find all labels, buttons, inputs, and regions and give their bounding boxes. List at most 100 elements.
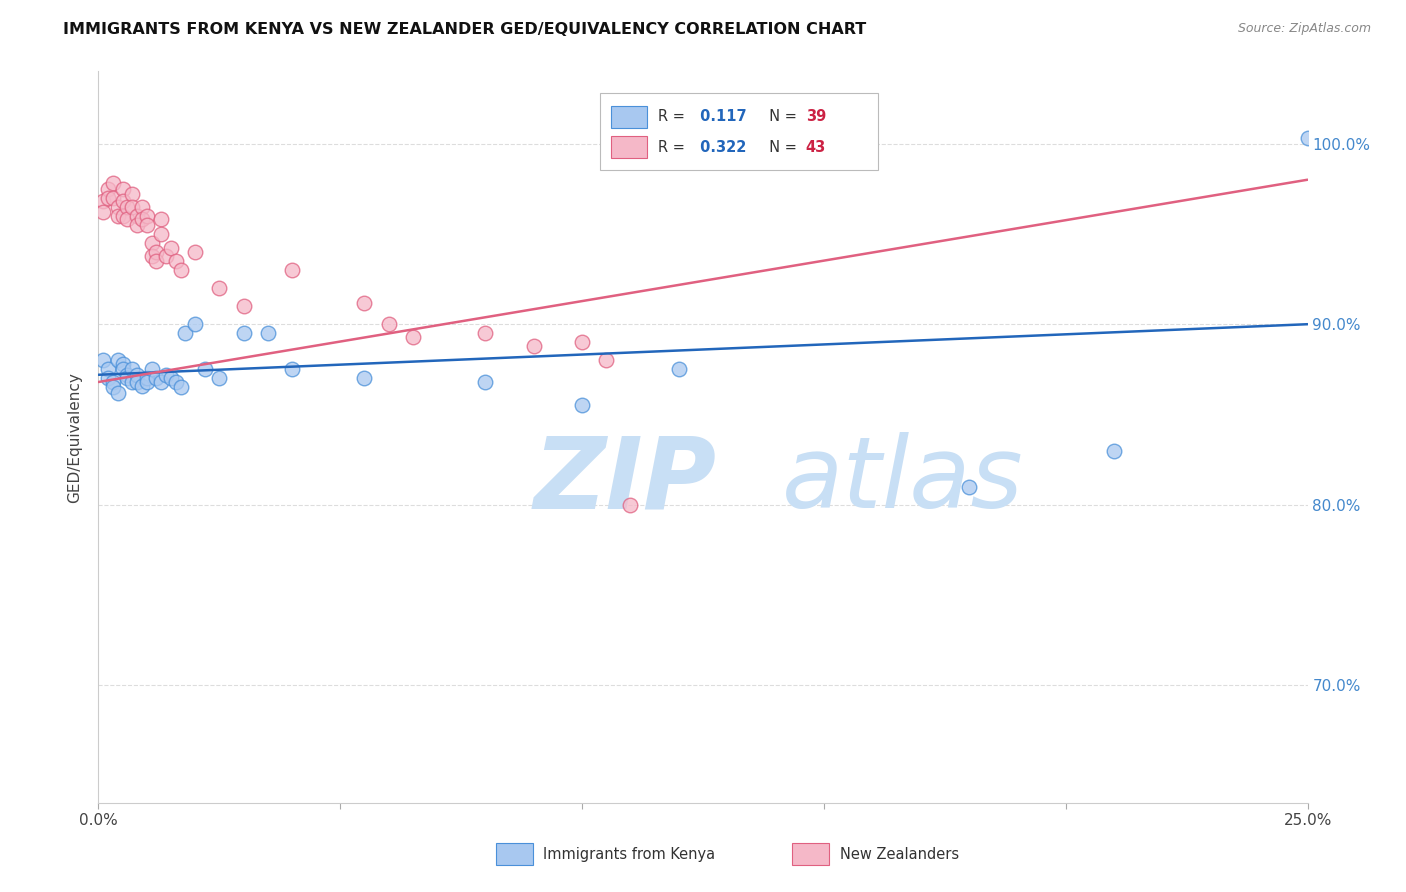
Point xyxy=(91,194,114,209)
Point xyxy=(474,326,496,341)
Point xyxy=(160,371,183,385)
Point xyxy=(353,295,375,310)
Point xyxy=(474,375,496,389)
Point xyxy=(174,326,197,341)
Point xyxy=(1102,443,1125,458)
FancyBboxPatch shape xyxy=(600,94,879,170)
Point xyxy=(91,353,114,368)
Point xyxy=(111,209,134,223)
Point xyxy=(131,212,153,227)
Point xyxy=(208,281,231,295)
Point xyxy=(97,362,120,376)
Point xyxy=(571,335,593,350)
Point xyxy=(135,209,157,223)
Point xyxy=(256,326,278,341)
Point xyxy=(97,371,120,385)
Text: 43: 43 xyxy=(806,140,827,155)
Point xyxy=(165,375,187,389)
Point xyxy=(135,218,157,232)
Point xyxy=(117,371,139,385)
Point xyxy=(97,182,120,196)
Point xyxy=(353,371,375,385)
Text: Immigrants from Kenya: Immigrants from Kenya xyxy=(543,847,716,862)
Point xyxy=(184,317,207,331)
Text: N =: N = xyxy=(759,109,801,124)
Point xyxy=(101,380,124,394)
Point xyxy=(160,241,183,255)
Point xyxy=(668,362,690,376)
Point xyxy=(957,480,980,494)
Text: atlas: atlas xyxy=(782,433,1024,530)
Point xyxy=(131,200,153,214)
Point xyxy=(127,375,149,389)
Point xyxy=(107,353,129,368)
Point xyxy=(141,235,163,250)
Point xyxy=(107,209,129,223)
Point xyxy=(155,368,177,382)
Point xyxy=(127,368,149,382)
Point xyxy=(101,375,124,389)
Point xyxy=(91,205,114,219)
Point xyxy=(127,209,149,223)
Point xyxy=(145,254,167,268)
Point xyxy=(145,244,167,259)
Point xyxy=(121,200,143,214)
Point xyxy=(107,200,129,214)
Point xyxy=(150,227,173,241)
Point xyxy=(131,378,153,392)
Text: New Zealanders: New Zealanders xyxy=(839,847,959,862)
Point xyxy=(169,380,191,394)
Text: IMMIGRANTS FROM KENYA VS NEW ZEALANDER GED/EQUIVALENCY CORRELATION CHART: IMMIGRANTS FROM KENYA VS NEW ZEALANDER G… xyxy=(63,22,866,37)
Point xyxy=(402,330,425,344)
Point xyxy=(165,254,187,268)
FancyBboxPatch shape xyxy=(793,843,828,865)
Point xyxy=(101,177,124,191)
Point xyxy=(121,375,143,389)
Point xyxy=(155,249,177,263)
Point xyxy=(232,326,254,341)
Point xyxy=(135,375,157,389)
Point xyxy=(145,371,167,385)
Point xyxy=(150,375,173,389)
Text: Source: ZipAtlas.com: Source: ZipAtlas.com xyxy=(1237,22,1371,36)
Point xyxy=(135,371,157,385)
Point xyxy=(281,263,304,277)
Point xyxy=(619,498,641,512)
Point xyxy=(377,317,399,331)
Point xyxy=(111,362,134,376)
Point xyxy=(121,187,143,202)
Text: 0.322: 0.322 xyxy=(695,140,747,155)
Point xyxy=(127,218,149,232)
Text: 0.117: 0.117 xyxy=(695,109,747,124)
Point xyxy=(571,399,593,413)
Point xyxy=(141,362,163,376)
FancyBboxPatch shape xyxy=(496,843,533,865)
Point xyxy=(111,182,134,196)
Point xyxy=(150,212,173,227)
FancyBboxPatch shape xyxy=(612,106,647,128)
Point xyxy=(169,263,191,277)
Point xyxy=(101,191,124,205)
Point xyxy=(117,212,139,227)
Point xyxy=(208,371,231,385)
FancyBboxPatch shape xyxy=(612,136,647,159)
Point xyxy=(97,191,120,205)
Point xyxy=(194,362,217,376)
Point xyxy=(121,362,143,376)
Point xyxy=(111,194,134,209)
Point xyxy=(523,339,546,353)
Point xyxy=(184,244,207,259)
Point xyxy=(141,249,163,263)
Y-axis label: GED/Equivalency: GED/Equivalency xyxy=(67,372,83,502)
Point xyxy=(232,299,254,313)
Point xyxy=(117,200,139,214)
Point xyxy=(111,357,134,371)
Text: N =: N = xyxy=(759,140,801,155)
Text: R =: R = xyxy=(658,109,690,124)
Point xyxy=(595,353,617,368)
Point xyxy=(281,362,304,376)
Text: 39: 39 xyxy=(806,109,827,124)
Text: ZIP: ZIP xyxy=(534,433,717,530)
Text: R =: R = xyxy=(658,140,690,155)
Point xyxy=(1296,131,1319,145)
